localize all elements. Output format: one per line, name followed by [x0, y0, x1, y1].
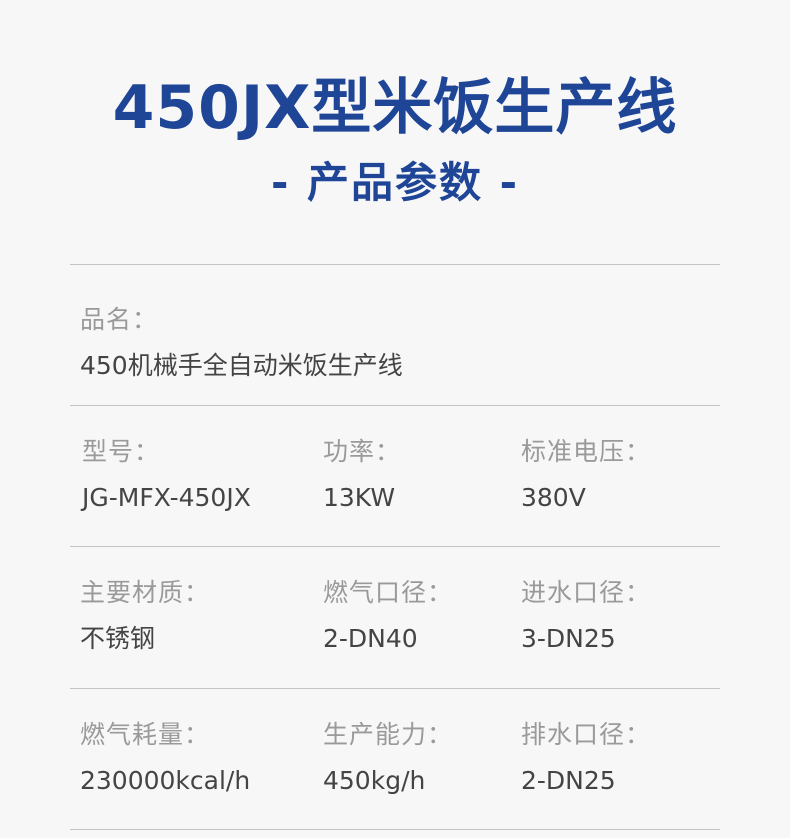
page-title: 450JX型米饭生产线: [112, 73, 678, 143]
divider: [70, 546, 720, 547]
spec-model: 型号： JG-MFX-450JX: [82, 436, 251, 514]
spec-capacity: 生产能力： 450kg/h: [323, 719, 453, 797]
spec-value: 230000kcal/h: [80, 766, 251, 795]
spec-gas-consumption: 燃气耗量： 230000kcal/h: [80, 719, 250, 797]
spec-value: 2-DN25: [521, 766, 616, 795]
spec-value: 450kg/h: [323, 766, 426, 795]
spec-label: 生产能力：: [323, 720, 454, 749]
spec-drain-outlet: 排水口径： 2-DN25: [521, 719, 651, 797]
page-subtitle: - 产品参数 -: [270, 158, 520, 207]
spec-label: 主要材质：: [80, 578, 211, 607]
spec-label: 型号：: [82, 437, 161, 466]
spec-material: 主要材质： 不锈钢: [80, 577, 210, 655]
spec-label: 进水口径：: [521, 578, 652, 607]
divider: [70, 264, 720, 265]
spec-label: 燃气口径：: [323, 578, 454, 607]
spec-value: JG-MFX-450JX: [82, 483, 251, 512]
spec-gas-inlet: 燃气口径： 2-DN40: [323, 577, 453, 655]
spec-label: 标准电压：: [521, 437, 652, 466]
spec-voltage: 标准电压： 380V: [521, 436, 651, 514]
divider: [70, 405, 720, 406]
divider: [70, 829, 720, 830]
spec-water-inlet: 进水口径： 3-DN25: [521, 577, 651, 655]
spec-product-name: 品名： 450机械手全自动米饭生产线: [80, 304, 403, 382]
spec-value: 2-DN40: [323, 624, 418, 653]
spec-label: 品名：: [80, 305, 159, 334]
divider: [70, 688, 720, 689]
spec-value: 3-DN25: [521, 624, 616, 653]
spec-value: 380V: [521, 483, 586, 512]
spec-value: 450机械手全自动米饭生产线: [80, 351, 403, 380]
spec-label: 燃气耗量：: [80, 720, 211, 749]
spec-label: 功率：: [323, 437, 402, 466]
spec-power: 功率： 13KW: [323, 436, 401, 514]
spec-value: 不锈钢: [80, 624, 156, 653]
spec-label: 排水口径：: [521, 720, 652, 749]
spec-value: 13KW: [323, 483, 396, 512]
